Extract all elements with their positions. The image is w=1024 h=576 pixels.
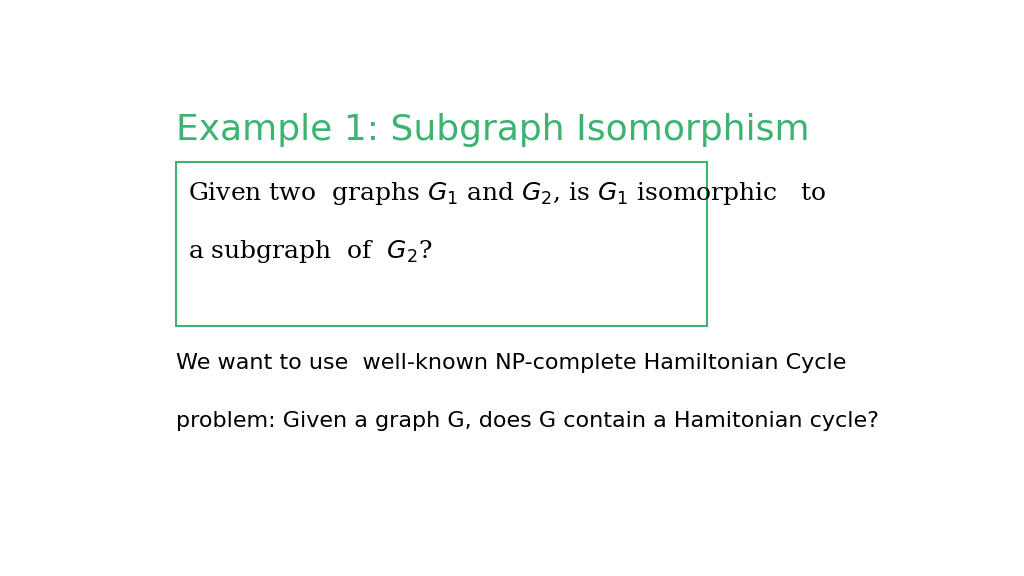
Text: a subgraph  of  $G_2$?: a subgraph of $G_2$? [187,238,432,264]
Text: We want to use  well-known NP-complete Hamiltonian Cycle: We want to use well-known NP-complete Ha… [176,353,846,373]
Text: problem: Given a graph G, does G contain a Hamitonian cycle?: problem: Given a graph G, does G contain… [176,411,879,431]
FancyBboxPatch shape [176,162,708,327]
Text: Given two  graphs $G_1$ and $G_2$, is $G_1$ isomorphic   to: Given two graphs $G_1$ and $G_2$, is $G_… [187,180,826,207]
Text: Example 1: Subgraph Isomorphism: Example 1: Subgraph Isomorphism [176,113,809,147]
